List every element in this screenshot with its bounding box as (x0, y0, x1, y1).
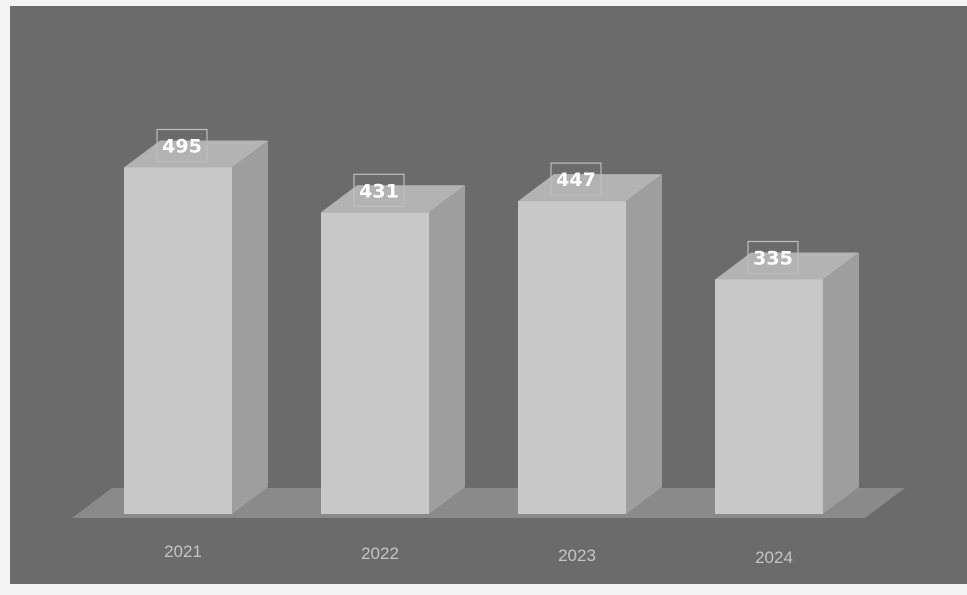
x-tick-label: 2021 (164, 542, 202, 561)
bar-side-2021 (232, 140, 268, 514)
bar-top-2021 (124, 140, 268, 168)
data-label-box (156, 128, 208, 163)
data-label: 431 (359, 180, 399, 202)
bar-top-2024 (715, 252, 859, 280)
bar-2024 (715, 279, 823, 514)
bar-2022 (321, 212, 429, 515)
x-tick-label: 2022 (361, 544, 399, 563)
data-label: 447 (556, 169, 596, 191)
bar-2023 (518, 201, 626, 514)
x-tick-label: 2023 (558, 546, 596, 565)
bar-side-2022 (429, 185, 465, 515)
data-label-box (550, 162, 602, 196)
x-tick-label: 2024 (755, 548, 793, 567)
bar-side-2023 (626, 174, 662, 514)
bar-side-2024 (823, 252, 859, 514)
data-label: 335 (753, 248, 793, 270)
bar-2021 (124, 167, 232, 514)
bar-top-2022 (321, 185, 465, 213)
bar-top-2023 (518, 174, 662, 202)
chart-floor (72, 488, 905, 518)
bars-group: 495 2021 431 2022 447 2023 335 2024 (124, 128, 859, 567)
data-label: 495 (162, 136, 202, 158)
data-label-box (747, 240, 799, 275)
data-label-box (353, 173, 405, 207)
